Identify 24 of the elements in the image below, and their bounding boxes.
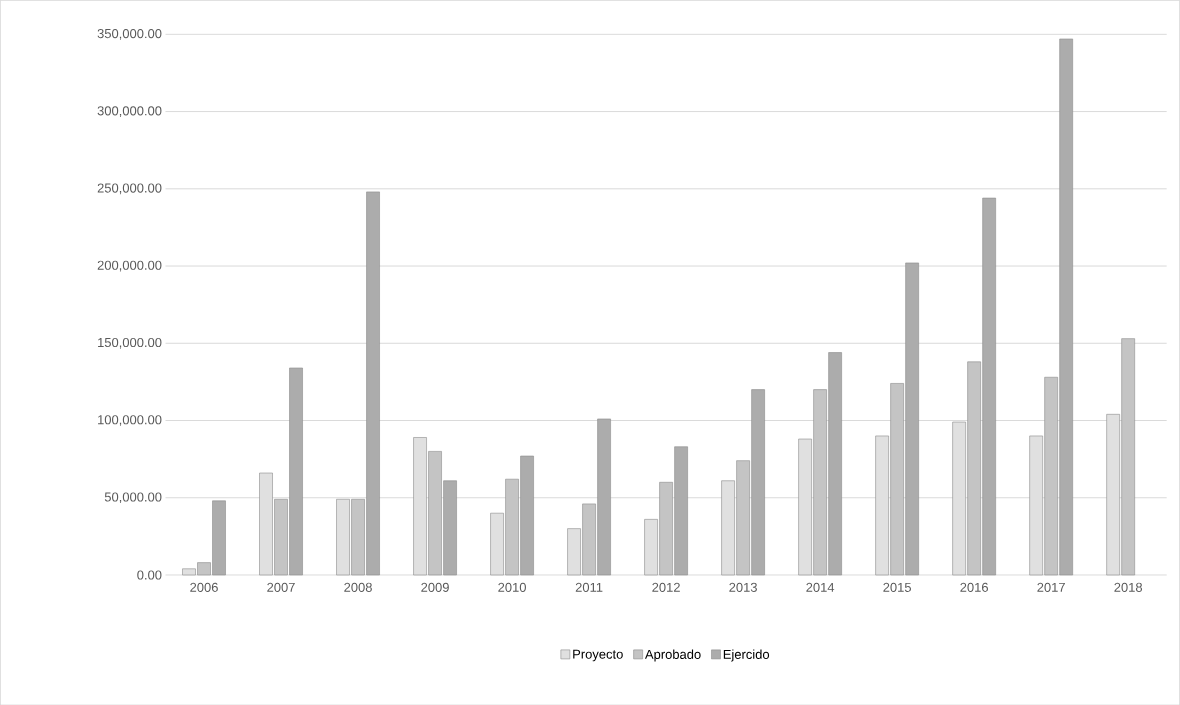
x-tick-label: 2013 [729, 582, 757, 592]
legend-label: Proyecto [573, 649, 623, 662]
x-tick-label: 2009 [421, 582, 449, 592]
legend-label: Ejercido [723, 649, 770, 662]
y-tick-label: 300,000.00 [97, 106, 162, 117]
y-tick-label: 350,000.00 [97, 28, 162, 40]
x-tick-label: 2014 [806, 582, 835, 592]
x-tick-label: 2016 [960, 582, 988, 592]
x-tick-label: 2007 [267, 582, 295, 592]
y-tick-label: 250,000.00 [97, 183, 162, 194]
x-tick-label: 2006 [190, 582, 218, 592]
x-tick-label: 2012 [652, 582, 680, 592]
x-tick-label: 2008 [344, 582, 372, 592]
x-tick-label: 2018 [1114, 582, 1143, 592]
legend-label: Aprobado [644, 649, 701, 662]
x-tick-label: 2017 [1037, 582, 1065, 592]
y-tick-label: 200,000.00 [97, 260, 162, 272]
y-tick-label: 0.00 [137, 570, 162, 580]
y-tick-label: 100,000.00 [98, 414, 162, 426]
x-tick-label: 2011 [575, 582, 603, 592]
x-tick-label: 2010 [498, 582, 526, 592]
x-tick-label: 2015 [883, 582, 911, 592]
y-tick-label: 50,000.00 [104, 492, 162, 503]
y-tick-label: 150,000.00 [98, 337, 162, 349]
